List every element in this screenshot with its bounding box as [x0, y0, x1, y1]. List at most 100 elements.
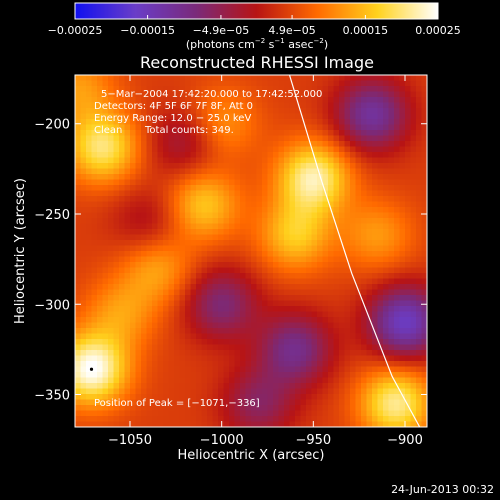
heatmap-cell: [372, 278, 378, 285]
heatmap-cell: [80, 267, 87, 274]
heatmap-cell: [421, 124, 427, 131]
heatmap-cell: [372, 394, 378, 400]
heatmap-cell: [185, 317, 191, 323]
heatmap-cell: [108, 212, 114, 219]
heatmap-cell: [366, 135, 373, 142]
heatmap-cell: [322, 223, 329, 230]
heatmap-cell: [212, 229, 219, 235]
heatmap-cell: [185, 75, 191, 81]
heatmap-cell: [179, 108, 186, 114]
heatmap-cell: [355, 289, 362, 296]
heatmap-cell: [300, 339, 307, 345]
heatmap-cell: [102, 284, 109, 290]
heatmap-cell: [113, 344, 120, 351]
heatmap-cell: [295, 234, 301, 241]
heatmap-cell: [135, 168, 142, 175]
heatmap-cell: [273, 300, 279, 307]
heatmap-cell: [174, 361, 180, 367]
heatmap-cell: [405, 311, 411, 318]
heatmap-cell: [86, 267, 92, 274]
heatmap-cell: [350, 256, 356, 263]
heatmap-cell: [119, 306, 125, 312]
heatmap-cell: [273, 119, 279, 125]
heatmap-cell: [355, 190, 362, 197]
heatmap-cell: [350, 328, 356, 334]
heatmap-cell: [75, 157, 81, 164]
heatmap-cell: [355, 262, 362, 268]
heatmap-cell: [201, 355, 208, 362]
heatmap-cell: [394, 350, 400, 356]
heatmap-cell: [75, 328, 81, 334]
heatmap-cell: [300, 86, 307, 92]
heatmap-cell: [372, 212, 378, 219]
heatmap-cell: [119, 388, 125, 395]
heatmap-cell: [300, 328, 307, 334]
heatmap-cell: [102, 141, 109, 147]
heatmap-cell: [229, 179, 235, 186]
heatmap-cell: [168, 86, 175, 92]
heatmap-cell: [245, 366, 252, 373]
heatmap-cell: [278, 333, 285, 340]
heatmap-cell: [190, 350, 197, 356]
heatmap-cell: [295, 163, 301, 169]
heatmap-cell: [212, 388, 219, 395]
heatmap-cell: [317, 168, 323, 175]
heatmap-cell: [416, 163, 422, 169]
heatmap-cell: [168, 130, 175, 136]
heatmap-cell: [339, 212, 345, 219]
heatmap-cell: [383, 405, 389, 411]
heatmap-cell: [234, 262, 241, 268]
heatmap-cell: [207, 399, 213, 406]
heatmap-cell: [240, 119, 246, 125]
heatmap-cell: [394, 201, 400, 208]
heatmap-cell: [322, 130, 329, 136]
heatmap-cell: [196, 311, 202, 318]
heatmap-cell: [300, 372, 307, 378]
heatmap-cell: [75, 119, 81, 125]
heatmap-cell: [410, 256, 417, 263]
heatmap-cell: [185, 113, 191, 120]
heatmap-cell: [245, 174, 252, 180]
heatmap-cell: [201, 218, 208, 224]
heatmap-cell: [108, 174, 114, 180]
heatmap-cell: [75, 339, 81, 345]
heatmap-cell: [350, 350, 356, 356]
heatmap-cell: [284, 278, 290, 285]
heatmap-cell: [196, 273, 202, 279]
heatmap-cell: [97, 152, 103, 158]
heatmap-cell: [102, 207, 109, 213]
heatmap-cell: [284, 223, 290, 230]
heatmap-cell: [113, 240, 120, 246]
heatmap-cell: [372, 322, 378, 329]
heatmap-cell: [377, 300, 384, 307]
heatmap-cell: [284, 339, 290, 345]
heatmap-cell: [97, 278, 103, 285]
heatmap-cell: [295, 295, 301, 301]
heatmap-cell: [377, 174, 384, 180]
heatmap-cell: [267, 152, 274, 158]
heatmap-cell: [102, 289, 109, 296]
heatmap-cell: [289, 146, 296, 153]
heatmap-cell: [361, 399, 367, 406]
heatmap-cell: [124, 75, 131, 81]
heatmap-cell: [344, 383, 351, 389]
heatmap-cell: [306, 366, 312, 373]
heatmap-cell: [317, 328, 323, 334]
heatmap-cell: [196, 339, 202, 345]
heatmap-cell: [135, 328, 142, 334]
heatmap-cell: [350, 300, 356, 307]
heatmap-cell: [91, 135, 98, 142]
heatmap-cell: [80, 295, 87, 301]
heatmap-cell: [366, 113, 373, 120]
heatmap-cell: [102, 113, 109, 120]
heatmap-cell: [333, 130, 340, 136]
heatmap-cell: [405, 196, 411, 202]
heatmap-cell: [377, 190, 384, 197]
heatmap-cell: [168, 229, 175, 235]
heatmap-cell: [421, 130, 427, 136]
heatmap-cell: [306, 86, 312, 92]
heatmap-cell: [102, 108, 109, 114]
heatmap-cell: [119, 394, 125, 400]
heatmap-cell: [190, 361, 197, 367]
heatmap-cell: [311, 91, 318, 98]
